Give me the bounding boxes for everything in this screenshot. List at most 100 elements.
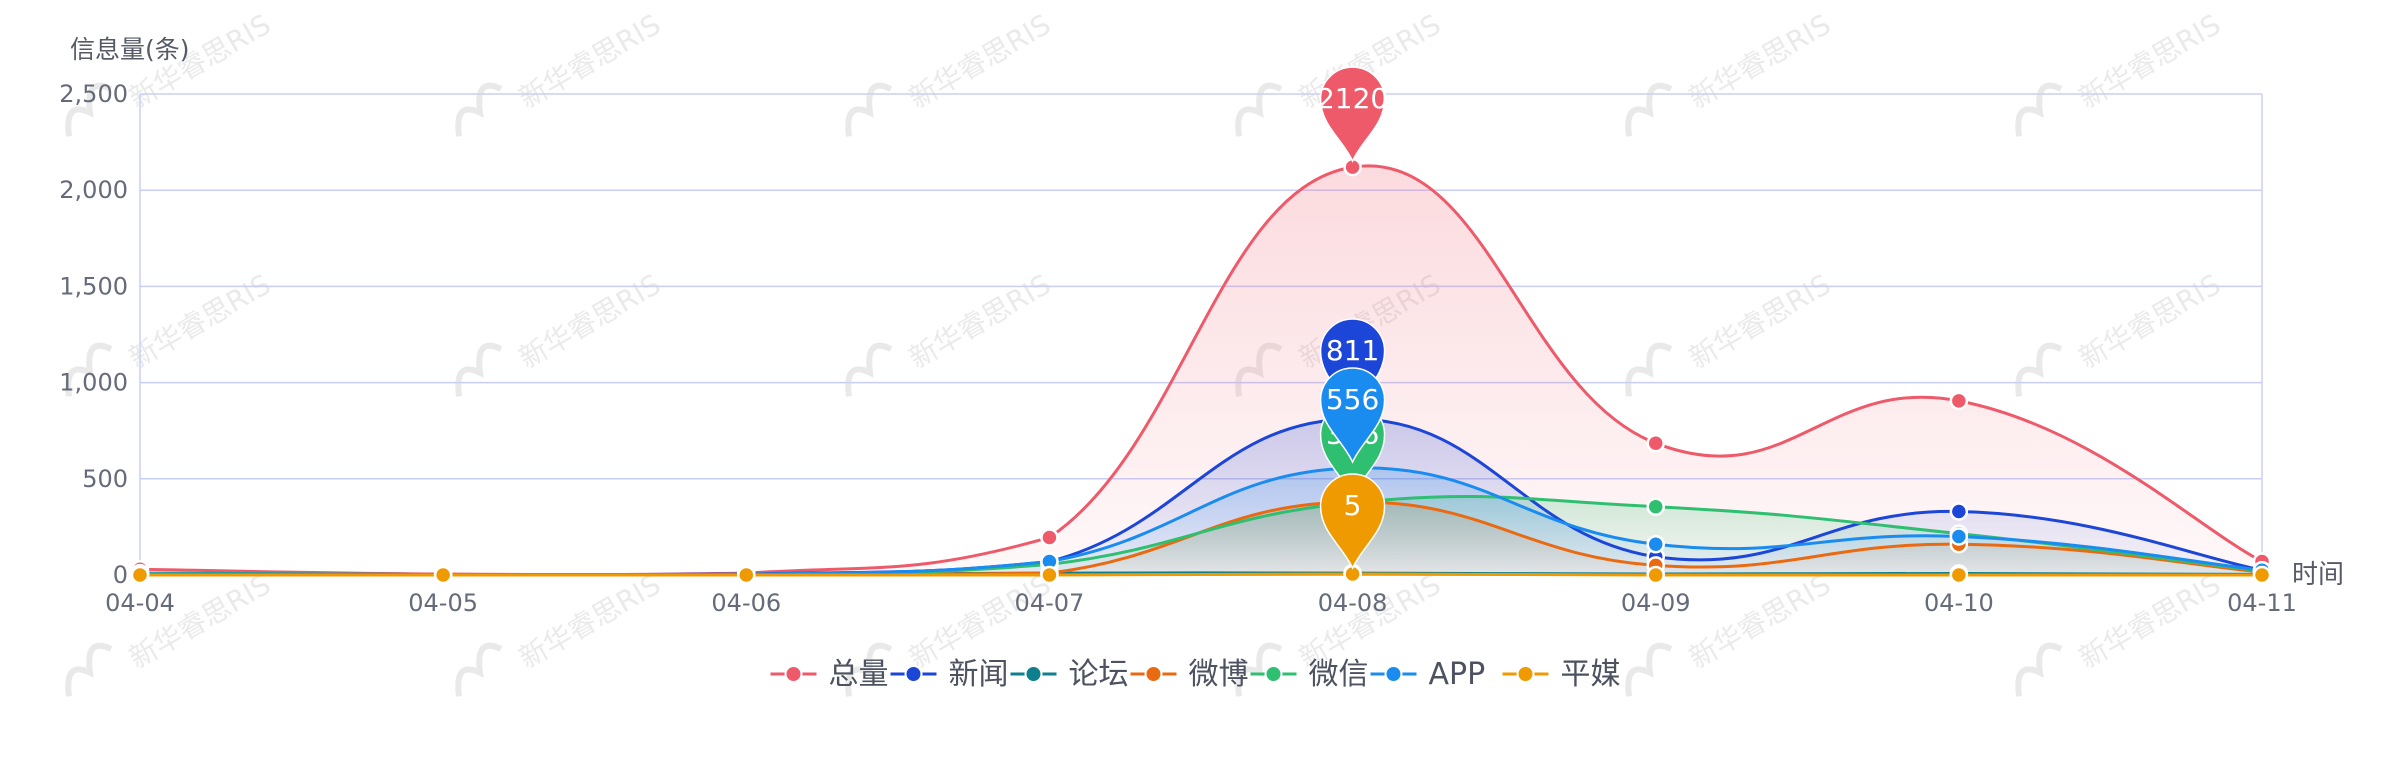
legend-label: 总量 bbox=[829, 657, 889, 692]
legend: 总量 新闻 论坛 微博 微信 APP 平媒 bbox=[770, 657, 1621, 692]
watermark-text: 新华睿思RIS bbox=[1683, 8, 1836, 115]
legend-marker bbox=[1264, 665, 1283, 683]
watermark-text: 新华睿思RIS bbox=[2073, 568, 2226, 675]
watermark-text: 新华睿思RIS bbox=[513, 268, 666, 375]
watermark-text: 新华睿思RIS bbox=[513, 568, 666, 675]
watermark-logo bbox=[2015, 642, 2063, 697]
watermark: 新华睿思RIS bbox=[455, 568, 666, 697]
watermark: 新华睿思RIS bbox=[2015, 568, 2226, 697]
series-lines bbox=[139, 164, 2263, 577]
marker-pin bbox=[1319, 318, 1386, 415]
watermark-layer: 新华睿思RIS 新华睿思RIS 新华睿思RIS 新华睿思RIS 新华睿思RIS 新华睿思R… bbox=[65, 8, 2226, 697]
marker-label: 811 bbox=[1326, 334, 1379, 367]
watermark-logo bbox=[65, 82, 113, 137]
x-tick-label: 04-04 bbox=[105, 589, 175, 617]
watermark-logo bbox=[455, 642, 503, 697]
watermark-logo bbox=[2015, 82, 2063, 137]
data-point[interactable] bbox=[433, 565, 453, 585]
watermark: 新华睿思RIS bbox=[455, 8, 666, 137]
watermark-text: 新华睿思RIS bbox=[513, 8, 666, 115]
watermark-logo bbox=[845, 342, 893, 397]
y-axis-title: 信息量(条) bbox=[70, 35, 190, 64]
data-point[interactable] bbox=[1646, 433, 1665, 453]
legend-label: 论坛 bbox=[1069, 657, 1129, 692]
marker-label: 5 bbox=[1344, 489, 1362, 522]
legend-marker bbox=[784, 665, 803, 683]
watermark-logo bbox=[1235, 82, 1283, 137]
watermark-logo bbox=[845, 82, 893, 137]
series-area-1 bbox=[140, 418, 2262, 575]
marker-label: 556 bbox=[1326, 383, 1379, 416]
legend-marker bbox=[1144, 665, 1163, 683]
x-axis-title: 时间 bbox=[2292, 560, 2344, 590]
data-point[interactable] bbox=[1646, 534, 1665, 554]
data-point[interactable] bbox=[1949, 565, 1969, 585]
watermark: 新华睿思RIS bbox=[455, 268, 666, 397]
legend-label: 平媒 bbox=[1561, 657, 1621, 692]
watermark-logo bbox=[455, 82, 503, 137]
data-point[interactable] bbox=[1040, 565, 1059, 585]
x-tick-label: 04-07 bbox=[1015, 589, 1085, 617]
watermark: 新华睿思RIS bbox=[2015, 8, 2226, 137]
watermark-logo bbox=[1625, 342, 1673, 397]
watermark: 新华睿思RIS bbox=[65, 568, 276, 697]
watermark-logo bbox=[65, 342, 113, 397]
watermark-text: 新华睿思RIS bbox=[903, 8, 1056, 115]
axes: 0 500 1,000 1,500 2,000 2,500 04-04 04-05 04-06 0… bbox=[59, 35, 2344, 617]
marker-pin bbox=[1319, 66, 1386, 163]
data-point[interactable] bbox=[1949, 527, 1969, 546]
legend-item-5[interactable]: APP bbox=[1370, 657, 1486, 692]
legend-item-1[interactable]: 新闻 bbox=[890, 657, 1009, 692]
legend-item-2[interactable]: 论坛 bbox=[1010, 657, 1129, 692]
watermark-logo bbox=[2015, 342, 2063, 397]
marker-label: 2120 bbox=[1317, 82, 1388, 115]
legend-item-0[interactable]: 总量 bbox=[770, 657, 889, 692]
y-tick-label: 1,000 bbox=[59, 369, 128, 397]
data-point[interactable] bbox=[1949, 391, 1969, 411]
legend-marker bbox=[904, 665, 923, 683]
x-tick-label: 04-10 bbox=[1924, 589, 1994, 617]
watermark: 新华睿思RIS bbox=[1625, 8, 1836, 137]
watermark: 新华睿思RIS bbox=[1625, 268, 1836, 397]
series-areas bbox=[140, 165, 2262, 575]
series-area-5 bbox=[140, 467, 2262, 575]
x-tick-label: 04-05 bbox=[408, 589, 478, 617]
max-marker[interactable]: 556 bbox=[1319, 367, 1386, 464]
marker-pin bbox=[1319, 473, 1386, 570]
x-tick-label: 04-06 bbox=[711, 589, 781, 617]
max-marker[interactable]: 2120 bbox=[1317, 66, 1388, 163]
data-point[interactable] bbox=[2252, 565, 2272, 585]
legend-item-3[interactable]: 微博 bbox=[1130, 657, 1249, 692]
watermark-text: 新华睿思RIS bbox=[1683, 268, 1836, 375]
y-tick-label: 0 bbox=[113, 561, 128, 589]
legend-item-4[interactable]: 微信 bbox=[1250, 657, 1369, 692]
watermark-text: 新华睿思RIS bbox=[2073, 8, 2226, 115]
max-markers: 21208113765565 bbox=[1317, 66, 1388, 570]
data-point[interactable] bbox=[1646, 497, 1665, 516]
watermark-logo bbox=[1625, 82, 1673, 137]
watermark-text: 新华睿思RIS bbox=[123, 568, 276, 675]
legend-marker bbox=[1024, 665, 1043, 683]
legend-label: 微博 bbox=[1189, 657, 1249, 692]
data-point[interactable] bbox=[1646, 565, 1665, 585]
data-point[interactable] bbox=[1040, 528, 1059, 547]
max-marker[interactable]: 811 bbox=[1319, 318, 1386, 415]
legend-label: APP bbox=[1429, 657, 1486, 692]
watermark-text: 新华睿思RIS bbox=[1683, 568, 1836, 675]
watermark-text: 新华睿思RIS bbox=[123, 268, 276, 375]
series-line-6 bbox=[140, 572, 2262, 577]
x-tick-label: 04-11 bbox=[2227, 589, 2297, 617]
watermark-logo bbox=[845, 642, 893, 697]
watermark: 新华睿思RIS bbox=[2015, 268, 2226, 397]
data-point[interactable] bbox=[1949, 502, 1969, 521]
watermark-logo bbox=[455, 342, 503, 397]
marker-pin bbox=[1319, 367, 1386, 464]
watermark: 新华睿思RIS bbox=[845, 268, 1056, 397]
x-tick-label: 04-08 bbox=[1318, 589, 1388, 617]
data-point[interactable] bbox=[130, 565, 150, 585]
watermark: 新华睿思RIS bbox=[65, 8, 276, 137]
data-point[interactable] bbox=[737, 565, 756, 585]
legend-item-6[interactable]: 平媒 bbox=[1502, 657, 1621, 692]
max-marker[interactable]: 5 bbox=[1319, 473, 1386, 570]
